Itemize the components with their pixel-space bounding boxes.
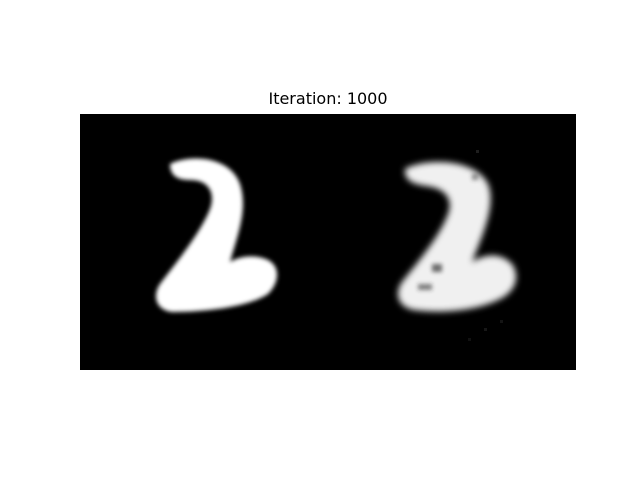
digit-generated	[398, 150, 517, 341]
figure-title: Iteration: 1000	[268, 89, 388, 108]
digit-image	[80, 114, 576, 370]
image-background	[80, 114, 576, 370]
image-panel	[80, 114, 576, 370]
digit-real	[156, 158, 277, 312]
